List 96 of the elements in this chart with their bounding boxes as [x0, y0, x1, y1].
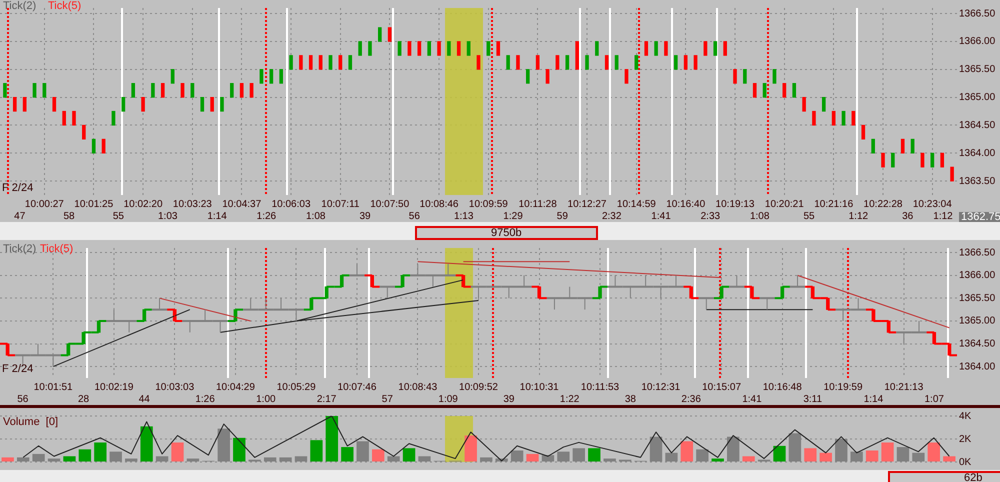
text: 38 [624, 394, 636, 405]
x-tick-label: 10:01:51 [34, 382, 74, 393]
x-tick-label: 10:05:29 [276, 382, 316, 393]
annotation: Tick(5) [40, 243, 74, 255]
text: 2:32 [602, 210, 622, 222]
text: 58 [64, 210, 76, 222]
x-tick-label: 10:14:59 [616, 198, 656, 210]
text: 1:22 [560, 394, 580, 405]
text: 1:12 [933, 210, 954, 222]
text: 1:08 [306, 210, 326, 222]
x-tick-label: 10:23:04 [912, 198, 952, 210]
y-tick-label: 1366.00 [959, 36, 996, 48]
text: 9750b [415, 226, 598, 240]
x-tick-label: 10:06:03 [272, 198, 311, 210]
x-tick-label: 10:02:19 [94, 382, 134, 393]
text: 56 [408, 210, 420, 222]
text: 3:11 [803, 394, 822, 405]
annotation: Tick(2) [3, 243, 36, 255]
x-tick-label: 10:02:20 [124, 198, 163, 210]
y-tick-label: 1365.00 [959, 316, 996, 327]
y-tick-label: 4K [959, 410, 972, 422]
y-tick-label: 1365.00 [959, 92, 996, 104]
text: 1:26 [256, 210, 277, 222]
x-tick-label: 10:20:21 [764, 198, 804, 210]
text: 1:29 [503, 210, 524, 222]
text: 1:14 [864, 394, 884, 405]
x-tick-label: 10:15:07 [702, 382, 742, 393]
x-tick-label: 10:03:03 [155, 382, 195, 393]
annotation: F 2/24 [2, 363, 34, 375]
x-tick-label: 10:19:59 [824, 382, 863, 393]
text: 28 [78, 394, 90, 405]
text: 56 [17, 394, 29, 405]
x-tick-label: 10:09:52 [459, 382, 498, 393]
text: 1:00 [256, 394, 276, 405]
x-tick-label: 10:19:13 [716, 198, 755, 210]
x-tick-label: 10:00:27 [24, 198, 64, 210]
text: 2:33 [700, 210, 721, 222]
y-tick-label: 1364.00 [959, 148, 996, 159]
y-tick-label: 1365.50 [959, 64, 996, 76]
y-tick-label: 1364.00 [959, 361, 996, 372]
text: 1:13 [454, 210, 474, 222]
y-tick-label: 1365.50 [959, 292, 996, 304]
annotation: Tick(2) [3, 0, 36, 12]
text: 2:36 [681, 394, 702, 405]
x-tick-label: 10:04:29 [216, 382, 256, 393]
text: 2:17 [316, 394, 337, 405]
text: 1:41 [651, 210, 672, 222]
y-tick-label: 1364.50 [959, 120, 996, 131]
x-tick-label: 10:11:28 [518, 198, 558, 210]
x-tick-label: 10:21:13 [884, 382, 924, 393]
text: 1:26 [195, 394, 216, 405]
text: 1:14 [207, 210, 228, 222]
text: 39 [359, 210, 372, 222]
y-tick-label: 1366.50 [959, 247, 996, 258]
x-tick-label: 10:01:25 [74, 198, 114, 210]
y-tick-label: 2K [959, 434, 972, 445]
x-tick-label: 10:22:28 [864, 198, 903, 210]
x-tick-label: 10:10:31 [520, 382, 560, 393]
x-tick-label: 10:08:43 [398, 382, 438, 393]
text: 1:09 [438, 394, 458, 405]
x-tick-label: 10:11:53 [580, 382, 620, 393]
y-tick-label: 1364.50 [959, 338, 996, 350]
text: 55 [112, 210, 124, 222]
x-tick-label: 10:07:11 [321, 198, 360, 210]
x-tick-label: 10:09:59 [468, 198, 508, 210]
x-tick-label: 10:04:37 [222, 198, 262, 210]
text: 1:07 [924, 394, 944, 405]
annotation: Tick(5) [48, 0, 82, 12]
x-tick-label: 10:08:46 [420, 198, 459, 210]
text: 44 [138, 394, 150, 405]
text: 1:08 [750, 210, 770, 222]
text: 57 [382, 394, 394, 405]
y-tick-label: 0K [959, 456, 972, 468]
text: 62b [888, 471, 1000, 482]
y-tick-label: 1363.50 [959, 176, 996, 187]
x-tick-label: 10:21:16 [814, 198, 854, 210]
x-tick-label: 10:12:27 [568, 198, 607, 210]
text: 36 [902, 210, 914, 222]
text: 1:12 [848, 210, 869, 222]
text: 1362.75 [959, 211, 1000, 223]
annotation: F 2/24 [2, 182, 34, 194]
text: 47 [14, 210, 26, 222]
chart-title: Volume [0] [3, 416, 58, 428]
y-tick-label: 1366.00 [959, 270, 996, 282]
y-tick-label: 1366.50 [959, 8, 996, 20]
x-tick-label: 10:16:40 [666, 198, 706, 210]
x-tick-label: 10:07:46 [338, 382, 377, 393]
text: 1:03 [158, 210, 178, 222]
text: 39 [503, 394, 515, 405]
x-tick-label: 10:12:31 [641, 382, 681, 393]
x-tick-label: 10:03:23 [172, 198, 212, 210]
x-tick-label: 10:16:48 [762, 382, 802, 393]
text: 55 [803, 210, 816, 222]
text: 1:41 [742, 394, 762, 405]
text: 59 [556, 210, 568, 222]
x-tick-label: 10:07:50 [370, 198, 410, 210]
